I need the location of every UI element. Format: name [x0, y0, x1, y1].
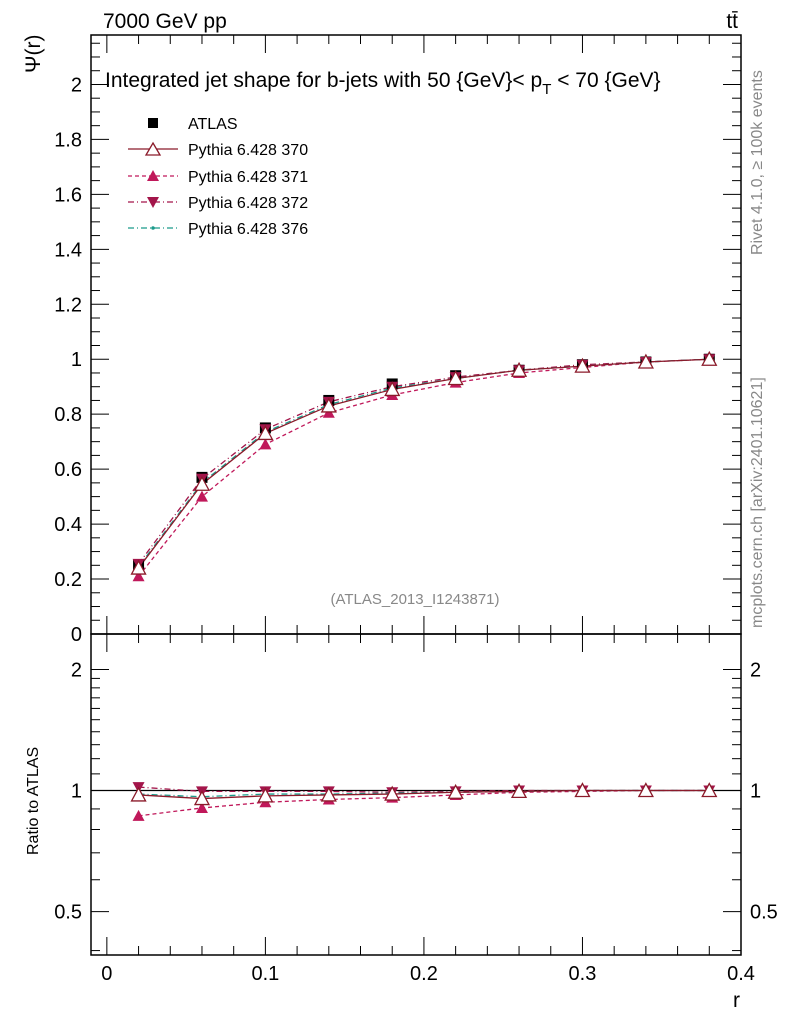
main-data-point [195, 490, 208, 502]
x-tick-label: 0.2 [410, 963, 438, 985]
ratio-data-point [384, 785, 401, 801]
x-axis-label: r [733, 989, 740, 1012]
main-y-axis-label: Ψ(r) [22, 34, 45, 73]
ratio-axis-ticks: 0.5 0.5 1 1 2 2 0 0.1 0.2 0.3 0.4 [54, 634, 778, 985]
plot-title-tail: < 70 {GeV} [551, 69, 660, 92]
x-tick-label: 0.4 [727, 963, 755, 985]
main-y-tick-label: 2 [71, 74, 82, 96]
plot-title-subscript: T [542, 81, 551, 98]
main-y-tick-label: 0 [71, 624, 82, 646]
main-data-point [193, 475, 211, 491]
main-data-point [637, 353, 654, 369]
main-axis-ticks: 0 0.2 0.4 0.6 0.8 1 1.2 1.4 1.6 1.8 2 [54, 35, 742, 646]
ratio-data-point [701, 782, 718, 798]
ratio-y-axis-label: Ratio to ATLAS [25, 747, 42, 855]
energy-label: 7000 GeV pp [103, 10, 227, 33]
ratio-y-tick-label: 2 [71, 659, 82, 681]
legend-label-370: Pythia 6.428 370 [188, 142, 308, 159]
ratio-data-point [447, 783, 464, 799]
ratio-series-line [138, 789, 710, 800]
process-label: tt̄ [726, 10, 738, 33]
ratio-data-point [637, 782, 654, 798]
main-y-tick-label: 1 [71, 349, 82, 371]
main-data-point [574, 357, 591, 373]
ratio-data-point [193, 790, 211, 806]
ratio-data-point [510, 783, 528, 799]
main-y-tick-label: 0.4 [54, 514, 82, 536]
ratio-data-point [132, 809, 145, 821]
ratio-series-line [138, 789, 710, 817]
main-y-tick-label: 1.6 [54, 184, 82, 206]
main-y-tick-label: 0.6 [54, 459, 82, 481]
legend-label-376: Pythia 6.428 376 [188, 221, 308, 238]
legend-label-372: Pythia 6.428 372 [188, 195, 308, 212]
ratio-data-point [195, 801, 208, 813]
ratio-data-point [257, 787, 274, 803]
ratio-series-line [138, 786, 710, 793]
ratio-y-tick-label-right: 1 [750, 781, 761, 803]
main-series-line [138, 358, 710, 569]
x-tick-label: 0.3 [569, 963, 597, 985]
plot-title-main: Integrated jet shape for b-jets with 50 … [105, 69, 542, 92]
main-series-layer [130, 350, 718, 582]
main-series-line [138, 358, 710, 568]
legend-label-371: Pythia 6.428 371 [188, 169, 308, 186]
main-y-tick-label: 1.4 [54, 239, 82, 261]
legend-label-atlas: ATLAS [188, 116, 238, 133]
main-y-tick-label: 1.2 [54, 294, 82, 316]
main-y-tick-label: 1.8 [54, 129, 82, 151]
analysis-watermark: (ATLAS_2013_I1243871) [330, 591, 499, 608]
legend-marker-376 [151, 226, 155, 230]
ratio-series-line [138, 789, 710, 798]
legend-marker-371 [147, 170, 159, 181]
main-data-point [384, 381, 401, 397]
main-series-line [138, 358, 710, 577]
ratio-y-tick-label-right: 2 [750, 659, 761, 681]
main-data-point [320, 397, 337, 413]
legend: ATLAS Pythia 6.428 370 Pythia 6.428 371 … [128, 116, 308, 238]
main-y-tick-label: 0.8 [54, 404, 82, 426]
ratio-data-point [320, 786, 337, 802]
main-y-tick-label: 0.2 [54, 569, 82, 591]
main-data-point [130, 559, 147, 575]
plot-title: Integrated jet shape for b-jets with 50 … [105, 69, 661, 98]
main-data-point [132, 570, 145, 582]
main-data-point [257, 425, 274, 441]
legend-marker-370 [144, 141, 162, 156]
ratio-y-tick-label: 0.5 [54, 902, 82, 924]
main-data-point [447, 370, 464, 386]
legend-marker-372 [147, 197, 159, 208]
ratio-data-point [574, 782, 591, 798]
ratio-data-point [130, 786, 147, 802]
mcplots-reference-label: mcplots.cern.ch [arXiv:2401.10621] [749, 377, 766, 628]
main-data-point [510, 361, 528, 377]
ratio-plot-frame [90, 633, 742, 956]
ratio-y-tick-label: 1 [71, 781, 82, 803]
main-data-point [259, 438, 272, 450]
main-series-line [138, 358, 710, 565]
x-tick-label: 0 [101, 963, 112, 985]
ratio-series-layer [130, 782, 718, 821]
legend-marker-atlas [148, 118, 158, 128]
main-data-point [701, 350, 718, 366]
ratio-y-tick-label-right: 0.5 [750, 902, 778, 924]
x-tick-label: 0.1 [251, 963, 279, 985]
rivet-version-label: Rivet 4.1.0, ≥ 100k events [749, 70, 766, 255]
